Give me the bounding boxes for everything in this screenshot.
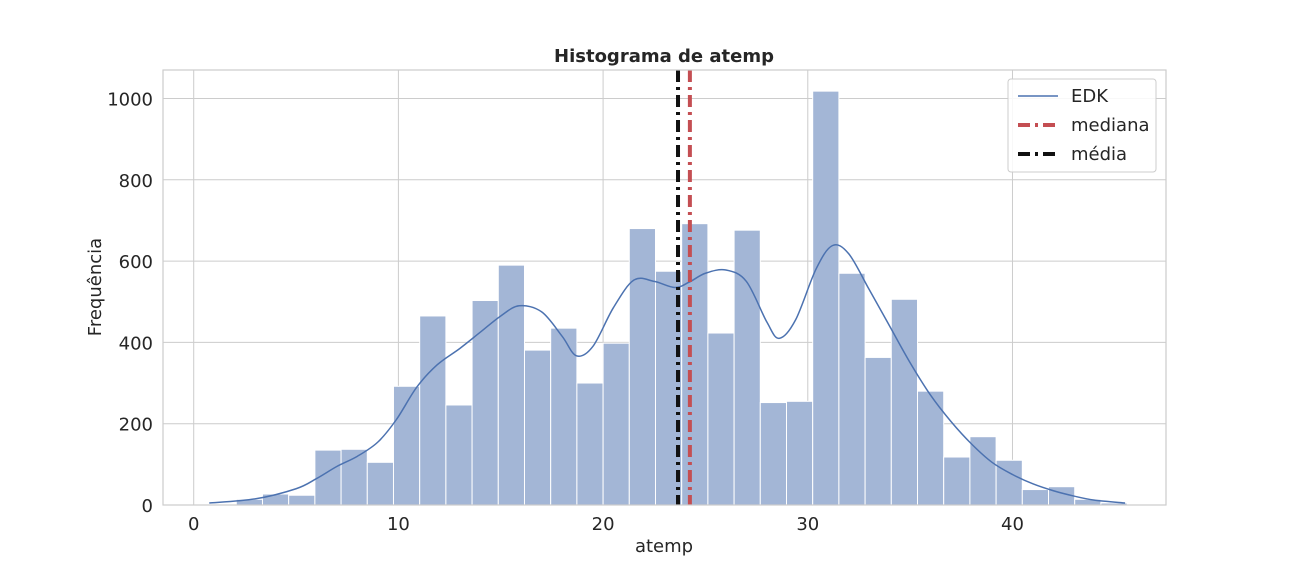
histogram-bar — [838, 272, 866, 506]
histogram-bar — [366, 461, 394, 506]
histogram-bar — [681, 223, 709, 506]
histogram-bar — [523, 349, 552, 506]
bars — [235, 90, 1128, 506]
histogram-bar — [550, 327, 578, 506]
y-tick-label: 1000 — [107, 89, 153, 110]
histogram-bar — [759, 402, 787, 506]
legend-box — [1007, 78, 1157, 173]
y-tick-label: 0 — [142, 496, 153, 517]
x-tick-label: 30 — [796, 514, 819, 535]
y-tick-labels: 0 200 400 600 800 1000 — [107, 89, 153, 517]
histogram-bar — [471, 300, 499, 506]
histogram-bar — [602, 342, 630, 506]
y-axis-label: Frequência — [85, 238, 106, 336]
x-tick-label: 40 — [1001, 514, 1024, 535]
histogram-bar — [576, 382, 604, 506]
kde-curve-group — [209, 244, 1126, 504]
histogram-bar — [497, 264, 525, 506]
histogram-bar — [812, 90, 840, 506]
chart-title: Histograma de atemp — [554, 46, 774, 67]
y-tick-label: 200 — [119, 415, 153, 436]
y-tick-label: 600 — [119, 252, 153, 273]
x-tick-label: 0 — [188, 514, 199, 535]
histogram-bar — [943, 456, 971, 506]
histogram-bar — [445, 404, 473, 506]
histogram-bar — [419, 315, 447, 506]
legend-edk-label: EDK — [1071, 86, 1109, 107]
y-tick-label: 800 — [119, 171, 153, 192]
legend-mean-label: média — [1071, 144, 1127, 165]
plot-frame — [162, 69, 1167, 506]
histogram-bar — [733, 229, 761, 506]
kde-curve — [209, 244, 1126, 504]
x-tick-label: 10 — [387, 514, 410, 535]
y-tick-label: 400 — [119, 333, 153, 354]
histogram-bar — [261, 493, 290, 506]
legend-median-label: mediana — [1071, 115, 1150, 136]
histogram-bar — [890, 298, 919, 506]
x-axis-label: atemp — [635, 536, 693, 557]
histogram-bar — [288, 494, 316, 506]
reference-lines — [676, 70, 692, 505]
histogram-bar — [917, 390, 945, 506]
x-tick-label: 20 — [592, 514, 615, 535]
histogram-bar — [628, 228, 656, 506]
x-tick-labels: 0 10 20 30 40 — [188, 514, 1024, 535]
histogram-bar — [1021, 489, 1050, 506]
histogram-bar — [707, 332, 735, 506]
histogram-bar — [864, 356, 892, 506]
legend: EDK mediana média — [1007, 78, 1157, 173]
histogram-bar — [785, 400, 814, 506]
